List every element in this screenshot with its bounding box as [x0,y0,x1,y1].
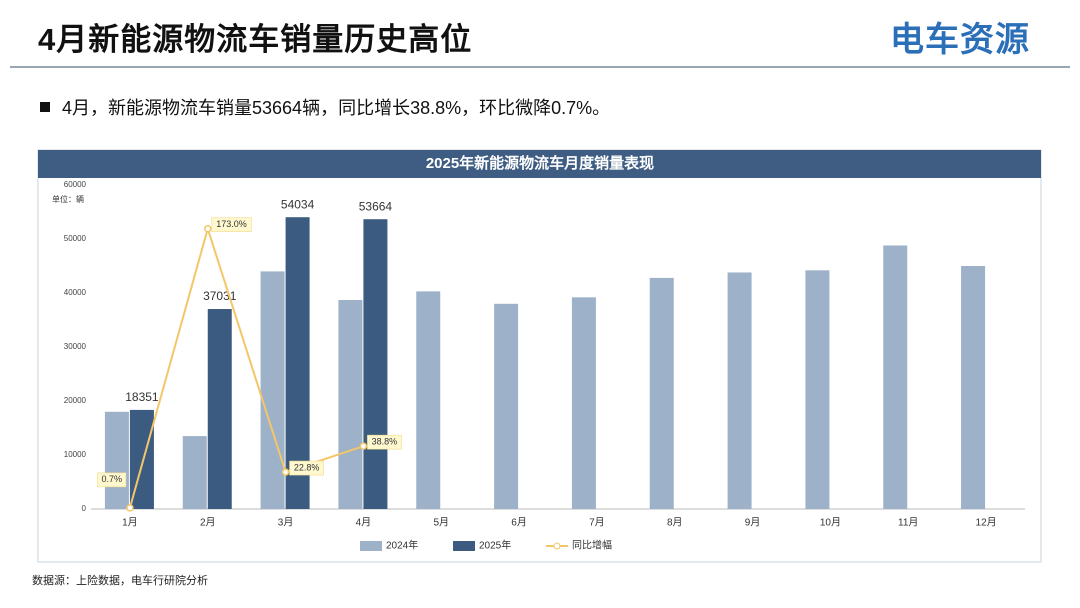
legend-label: 2024年 [386,539,418,552]
y-tick-label: 30000 [64,342,87,351]
line-point [281,468,290,476]
line-value-label: 173.0% [216,219,247,229]
source: 数据源：上险数据，电车行研院分析 [32,575,208,587]
y-tick-label: 10000 [64,450,87,459]
x-tick-label: 8月 [667,517,683,529]
y-tick-label: 0 [82,504,87,513]
bullet: 4月，新能源物流车销量53664辆，同比增长38.8%，环比微降0.7%。 [40,94,610,120]
bar [363,219,388,509]
bar-value-label: 53664 [359,199,393,213]
bar [961,266,986,509]
unit-label: 单位：辆 [52,194,84,204]
x-tick-label: 11月 [898,517,918,529]
line-label-box [97,472,127,488]
bar [104,411,129,509]
legend-label: 2025年 [479,539,511,552]
bullet-text: 4月，新能源物流车销量53664辆，同比增长38.8%，环比微降0.7%。 [62,98,611,118]
bar [285,217,310,509]
bullet-square [40,102,50,112]
y-tick-label: 50000 [64,234,87,243]
header-rule [10,66,1070,68]
line-value-label: 0.7% [101,474,122,484]
bar-value-label: 54034 [281,197,315,211]
bar-value-label: 18351 [125,390,159,404]
x-tick-label: 4月 [356,517,372,529]
bar [883,245,908,510]
y-tick-label: 40000 [64,288,87,297]
legend-swatch [453,541,475,551]
legend-swatch-dot [553,542,561,550]
line [128,225,364,509]
chart-title-bar [38,150,1041,178]
x-tick-label: 10月 [820,517,841,529]
x-tick-label: 7月 [589,517,605,529]
line-point [359,442,368,450]
x-tick-label: 1月 [122,517,138,529]
x-tick-label: 6月 [511,517,527,529]
y-tick-label: 60000 [64,180,87,189]
line-label-box [211,217,252,233]
bar [416,291,441,509]
line-point [204,224,212,233]
line-point [126,504,134,512]
legend-swatch [360,541,382,551]
x-tick-label: 3月 [278,517,294,529]
bar [805,270,830,509]
bar [727,272,752,509]
bar [338,300,363,509]
line-label-box [289,460,324,476]
line-value-label: 38.8% [372,437,398,447]
legend-label: 同比增幅 [572,539,612,552]
x-tick-label: 9月 [745,517,761,529]
x-tick-label: 2月 [200,517,216,529]
bar [260,271,285,509]
bar [571,297,596,509]
y-tick-label: 20000 [64,396,87,405]
line-value-label: 22.8% [294,462,320,472]
bar [207,309,232,509]
chart-title: 2025年新能源物流车月度销量表现 [426,154,654,172]
bar [182,436,207,509]
bar [494,303,519,509]
x-tick-label: 5月 [433,517,449,529]
x-tick-label: 12月 [976,517,997,529]
slide-title: 4月新能源物流车销量历史高位 [38,22,473,57]
bar [649,277,674,509]
logo: 电车资源 [890,21,1030,59]
line-label-box [367,434,402,450]
